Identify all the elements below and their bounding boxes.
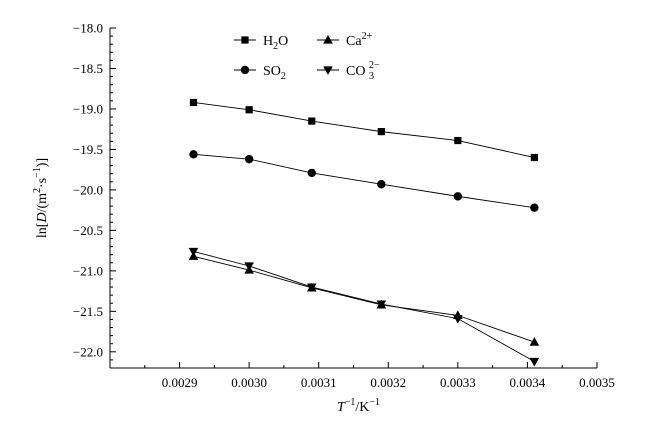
y-tick-label: −18.0 [73,21,103,36]
legend-marker-so2 [240,65,250,75]
y-tick-label: −21.0 [73,263,103,278]
series-h2o [189,98,538,162]
y-tick-label: −18.5 [73,61,103,76]
series-layer [188,98,540,367]
data-point-h2o [189,98,198,107]
legend-item-so2: SO2 [234,64,286,82]
x-tick-label: 0.0031 [301,375,337,390]
data-point-h2o [377,128,385,136]
series-so2 [189,150,539,212]
series-co3 [188,247,540,367]
y-tick-label: −22.0 [73,344,103,359]
y-tick-label: −19.5 [73,142,103,157]
x-axis-title: T−1/K−1 [337,397,380,415]
y-tick-label: −20.0 [73,182,103,197]
x-tick-label: 0.0029 [162,375,198,390]
data-point-so2 [377,180,386,189]
data-point-h2o [308,117,316,125]
data-point-h2o [454,136,462,145]
y-axis-title: ln[D/(m2·s−1)] [32,158,50,238]
legend-label-ca: Ca2+ [346,31,373,49]
y-tick-label: −21.5 [73,304,103,319]
legend-marker-ca [323,35,333,44]
legend-label-h2o: H2O [263,34,288,52]
series-line-so2 [193,153,535,209]
legend: H2O SO2 Ca2+ CO 32− [234,31,380,82]
data-point-so2 [244,154,254,164]
data-point-ca [529,337,540,346]
series-ca [188,251,540,346]
data-point-so2 [530,203,539,212]
axis-titles: T−1/K−1 ln[D/(m2·s−1)] [32,158,380,415]
x-tick-label: 0.0033 [440,375,476,390]
series-line-ca [193,255,535,343]
legend-item-co3: CO 32− [317,60,380,82]
series-line-h2o [193,102,535,158]
series-line-co3 [193,250,535,362]
data-point-co3 [376,300,387,310]
y-tick-label: −20.5 [73,223,103,238]
data-point-co3 [306,283,317,293]
x-tick-label: 0.0030 [231,375,267,390]
x-tick-label: 0.0032 [370,375,406,390]
data-point-co3 [529,357,540,367]
x-tick-label: 0.0034 [510,375,546,390]
data-point-so2 [453,192,463,201]
legend-label-co3: CO 32− [346,60,380,82]
data-point-co3 [453,315,463,324]
legend-label-so2: SO2 [263,64,286,82]
legend-item-h2o: H2O [234,34,288,52]
data-point-so2 [189,150,198,159]
legend-marker-co3 [323,66,333,75]
axes: −18.0 −18.5 −19.0 −19.5 −20.0 −20.5 −21.0 −21.5… [73,21,615,391]
data-point-co3 [244,262,254,271]
data-point-h2o [530,153,538,162]
data-point-so2 [307,168,316,178]
x-tick-label: 0.0035 [579,375,615,390]
data-point-co3 [188,247,199,257]
data-point-h2o [245,106,253,114]
legend-marker-h2o [241,36,249,44]
legend-item-ca: Ca2+ [317,31,373,49]
y-tick-label: −19.0 [73,101,103,116]
